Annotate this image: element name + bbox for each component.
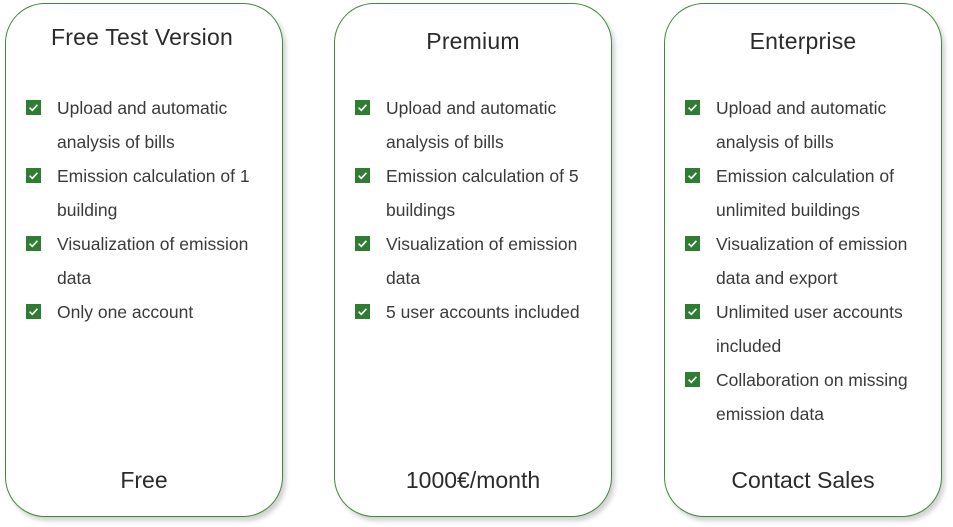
plan-price: 1000€/month [405,467,541,493]
plan-price: Contact Sales [731,467,875,493]
feature-item: Visualization of emission data [26,227,272,295]
feature-item: Upload and automatic analysis of bills [685,91,931,159]
plan-price: Free [120,467,168,493]
feature-item: Collaboration on missing emission data [685,363,931,431]
feature-item: Unlimited user accounts included [685,295,931,363]
feature-text: Visualization of emission data and expor… [716,234,908,288]
feature-item: Visualization of emission data [355,227,601,295]
checkbox-checked-icon [685,372,700,387]
checkbox-checked-icon [685,304,700,319]
checkbox-checked-icon [355,304,370,319]
feature-text: Upload and automatic analysis of bills [57,98,228,152]
feature-text: Emission calculation of 1 building [57,166,250,220]
checkbox-checked-icon [685,168,700,183]
feature-text: Only one account [57,302,194,322]
plan-card-enterprise: Enterprise Upload and automatic analysis… [664,3,942,517]
checkbox-checked-icon [355,236,370,251]
feature-text: Collaboration on missing emission data [716,370,908,424]
checkbox-checked-icon [26,304,41,319]
feature-text: Unlimited user accounts included [716,302,903,356]
feature-text: Upload and automatic analysis of bills [386,98,557,152]
feature-item: Emission calculation of 1 building [26,159,272,227]
feature-text: Emission calculation of unlimited buildi… [716,166,894,220]
checkbox-checked-icon [26,236,41,251]
plan-title: Enterprise [749,28,857,54]
feature-text: Visualization of emission data [386,234,578,288]
feature-item: Visualization of emission data and expor… [685,227,931,295]
feature-item: Emission calculation of 5 buildings [355,159,601,227]
checkbox-checked-icon [26,168,41,183]
feature-text: Emission calculation of 5 buildings [386,166,579,220]
feature-item: Upload and automatic analysis of bills [355,91,601,159]
feature-item: 5 user accounts included [355,295,601,329]
feature-item: Only one account [26,295,272,329]
plan-card-premium: Premium Upload and automatic analysis of… [334,3,612,517]
checkbox-checked-icon [355,100,370,115]
checkbox-checked-icon [26,100,41,115]
checkbox-checked-icon [355,168,370,183]
plan-title: Premium [426,28,520,54]
plan-title: Free Test Version [51,24,233,50]
feature-list: Upload and automatic analysis of bills E… [355,91,601,329]
feature-list: Upload and automatic analysis of bills E… [26,91,272,329]
checkbox-checked-icon [685,100,700,115]
feature-text: Upload and automatic analysis of bills [716,98,887,152]
feature-text: 5 user accounts included [386,302,580,322]
feature-list: Upload and automatic analysis of bills E… [685,91,931,431]
plan-card-free: Free Test Version Upload and automatic a… [5,3,283,517]
feature-text: Visualization of emission data [57,234,249,288]
checkbox-checked-icon [685,236,700,251]
feature-item: Emission calculation of unlimited buildi… [685,159,931,227]
feature-item: Upload and automatic analysis of bills [26,91,272,159]
